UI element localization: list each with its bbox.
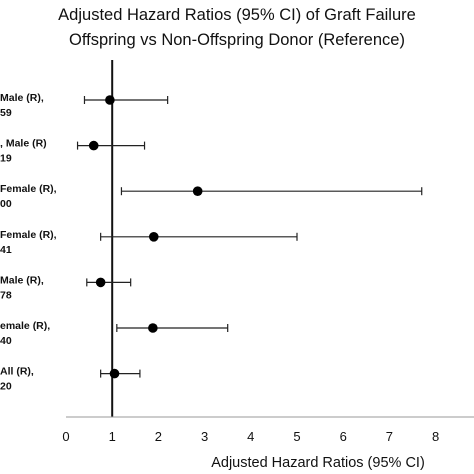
row-label-count: 40	[0, 335, 12, 347]
forest-row: emale (R), 40	[0, 320, 229, 347]
row-label-count: 00	[0, 198, 12, 210]
x-axis-ticks: 0 1 2 3 4 5 6 7 8	[62, 429, 439, 444]
forest-row: All (R), 20	[0, 366, 141, 393]
hazard-ratio-point	[109, 368, 120, 379]
hazard-ratio-point	[105, 95, 115, 105]
x-axis-label: Adjusted Hazard Ratios (95% CI)	[211, 455, 425, 471]
row-label-count: 59	[0, 107, 12, 119]
row-label: , Male (R)	[0, 138, 47, 150]
x-tick-label: 5	[293, 429, 300, 444]
x-tick-label: 1	[109, 429, 116, 444]
chart-title-line2: Offspring vs Non-Offspring Donor (Refere…	[69, 31, 405, 49]
x-tick-label: 7	[386, 429, 393, 444]
x-tick-label: 2	[155, 429, 162, 444]
forest-row: Female (R), 41	[0, 229, 298, 256]
hazard-ratio-point	[95, 277, 106, 288]
forest-row: Male (R), 78	[0, 274, 132, 301]
hazard-ratio-point	[192, 186, 203, 196]
hazard-ratio-point	[88, 140, 99, 151]
hazard-ratio-point	[148, 232, 159, 242]
x-tick-label: 8	[432, 429, 439, 444]
x-tick-label: 3	[201, 429, 208, 444]
row-label: Female (R),	[0, 183, 57, 195]
row-label-count: 78	[0, 289, 12, 301]
hazard-ratio-point	[148, 323, 158, 333]
row-label: Female (R),	[0, 229, 57, 241]
forest-row: , Male (R) 19	[0, 138, 146, 165]
chart-title-line1: Adjusted Hazard Ratios (95% CI) of Graft…	[58, 6, 416, 24]
x-tick-label: 4	[247, 429, 254, 444]
forest-row: Male (R), 59	[0, 92, 169, 119]
row-label-count: 20	[0, 381, 12, 393]
x-tick-label: 6	[340, 429, 347, 444]
row-label-count: 19	[0, 153, 12, 165]
row-label: Male (R),	[0, 92, 44, 104]
row-label-count: 41	[0, 244, 12, 256]
row-label: emale (R),	[0, 320, 50, 332]
forest-row: Female (R), 00	[0, 183, 423, 210]
row-label: Male (R),	[0, 274, 44, 286]
x-tick-label: 0	[62, 429, 69, 444]
row-label: All (R),	[0, 366, 34, 378]
